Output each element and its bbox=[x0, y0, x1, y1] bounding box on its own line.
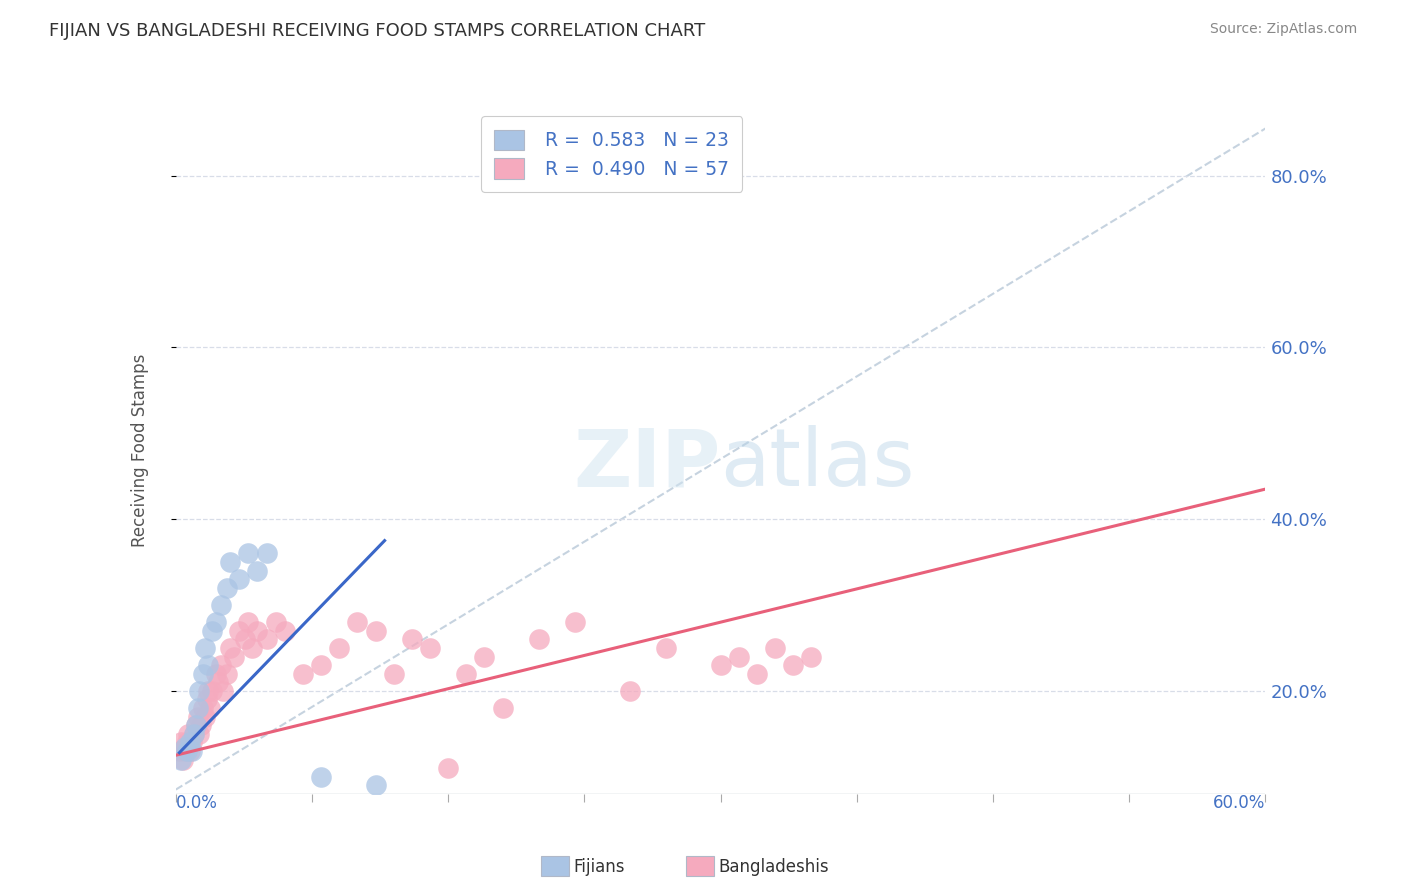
Point bbox=[201, 683, 224, 698]
Point bbox=[619, 683, 641, 698]
Point bbox=[228, 624, 250, 638]
Point bbox=[1346, 297, 1368, 311]
Point bbox=[207, 675, 229, 690]
Point bbox=[364, 778, 387, 792]
Point bbox=[183, 727, 205, 741]
Point bbox=[238, 615, 260, 630]
Point bbox=[188, 727, 211, 741]
Point bbox=[181, 735, 204, 749]
Point bbox=[246, 624, 269, 638]
Point bbox=[219, 555, 242, 569]
Point bbox=[186, 709, 209, 723]
Point bbox=[346, 615, 368, 630]
Point bbox=[364, 624, 387, 638]
Point bbox=[782, 658, 804, 673]
Point bbox=[222, 649, 245, 664]
Point bbox=[456, 666, 478, 681]
Point bbox=[240, 640, 263, 655]
Point bbox=[745, 666, 768, 681]
Point bbox=[194, 709, 217, 723]
Point bbox=[176, 744, 198, 758]
Point bbox=[195, 692, 218, 706]
Point bbox=[209, 658, 232, 673]
Y-axis label: Receiving Food Stamps: Receiving Food Stamps bbox=[131, 354, 149, 547]
Point bbox=[209, 598, 232, 612]
Point bbox=[179, 735, 201, 749]
Point bbox=[401, 632, 423, 647]
Point bbox=[190, 718, 212, 732]
Legend:   R =  0.583   N = 23,   R =  0.490   N = 57: R = 0.583 N = 23, R = 0.490 N = 57 bbox=[481, 117, 742, 192]
Point bbox=[246, 564, 269, 578]
Point bbox=[215, 581, 238, 595]
Point bbox=[183, 727, 205, 741]
Point bbox=[181, 744, 204, 758]
Point bbox=[184, 718, 207, 732]
Point bbox=[264, 615, 287, 630]
Point bbox=[188, 683, 211, 698]
Point bbox=[215, 666, 238, 681]
Point bbox=[763, 640, 786, 655]
Point bbox=[274, 624, 297, 638]
Text: atlas: atlas bbox=[721, 425, 915, 503]
Point bbox=[204, 666, 226, 681]
Point bbox=[291, 666, 314, 681]
Point bbox=[212, 683, 235, 698]
Point bbox=[233, 632, 256, 647]
Point bbox=[186, 701, 209, 715]
Point bbox=[492, 701, 515, 715]
Point bbox=[177, 727, 200, 741]
Point bbox=[173, 739, 195, 754]
Text: 0.0%: 0.0% bbox=[176, 794, 218, 812]
Point bbox=[191, 666, 214, 681]
Point bbox=[172, 753, 194, 767]
Text: FIJIAN VS BANGLADESHI RECEIVING FOOD STAMPS CORRELATION CHART: FIJIAN VS BANGLADESHI RECEIVING FOOD STA… bbox=[49, 22, 706, 40]
Point bbox=[474, 649, 496, 664]
Point bbox=[173, 744, 195, 758]
Point bbox=[169, 744, 191, 758]
Text: Bangladeshis: Bangladeshis bbox=[718, 858, 830, 876]
Point bbox=[256, 546, 278, 561]
Point bbox=[197, 658, 219, 673]
Point bbox=[527, 632, 550, 647]
Point bbox=[382, 666, 405, 681]
Text: Source: ZipAtlas.com: Source: ZipAtlas.com bbox=[1209, 22, 1357, 37]
Point bbox=[800, 649, 823, 664]
Text: ZIP: ZIP bbox=[574, 425, 721, 503]
Point bbox=[309, 770, 332, 784]
Point bbox=[204, 615, 226, 630]
Point bbox=[564, 615, 586, 630]
Point bbox=[309, 658, 332, 673]
Point bbox=[179, 744, 201, 758]
Point bbox=[197, 683, 219, 698]
Point bbox=[184, 718, 207, 732]
Point bbox=[328, 640, 350, 655]
Text: Fijians: Fijians bbox=[574, 858, 626, 876]
Point bbox=[200, 701, 222, 715]
Point bbox=[727, 649, 749, 664]
Point bbox=[176, 735, 198, 749]
Text: 60.0%: 60.0% bbox=[1213, 794, 1265, 812]
Point bbox=[194, 640, 217, 655]
Point bbox=[191, 701, 214, 715]
Point bbox=[219, 640, 242, 655]
Point bbox=[419, 640, 441, 655]
Point bbox=[437, 761, 460, 775]
Point bbox=[228, 572, 250, 586]
Point bbox=[170, 735, 193, 749]
Point bbox=[710, 658, 733, 673]
Point bbox=[170, 753, 193, 767]
Point bbox=[655, 640, 678, 655]
Point bbox=[201, 624, 224, 638]
Point bbox=[256, 632, 278, 647]
Point bbox=[238, 546, 260, 561]
